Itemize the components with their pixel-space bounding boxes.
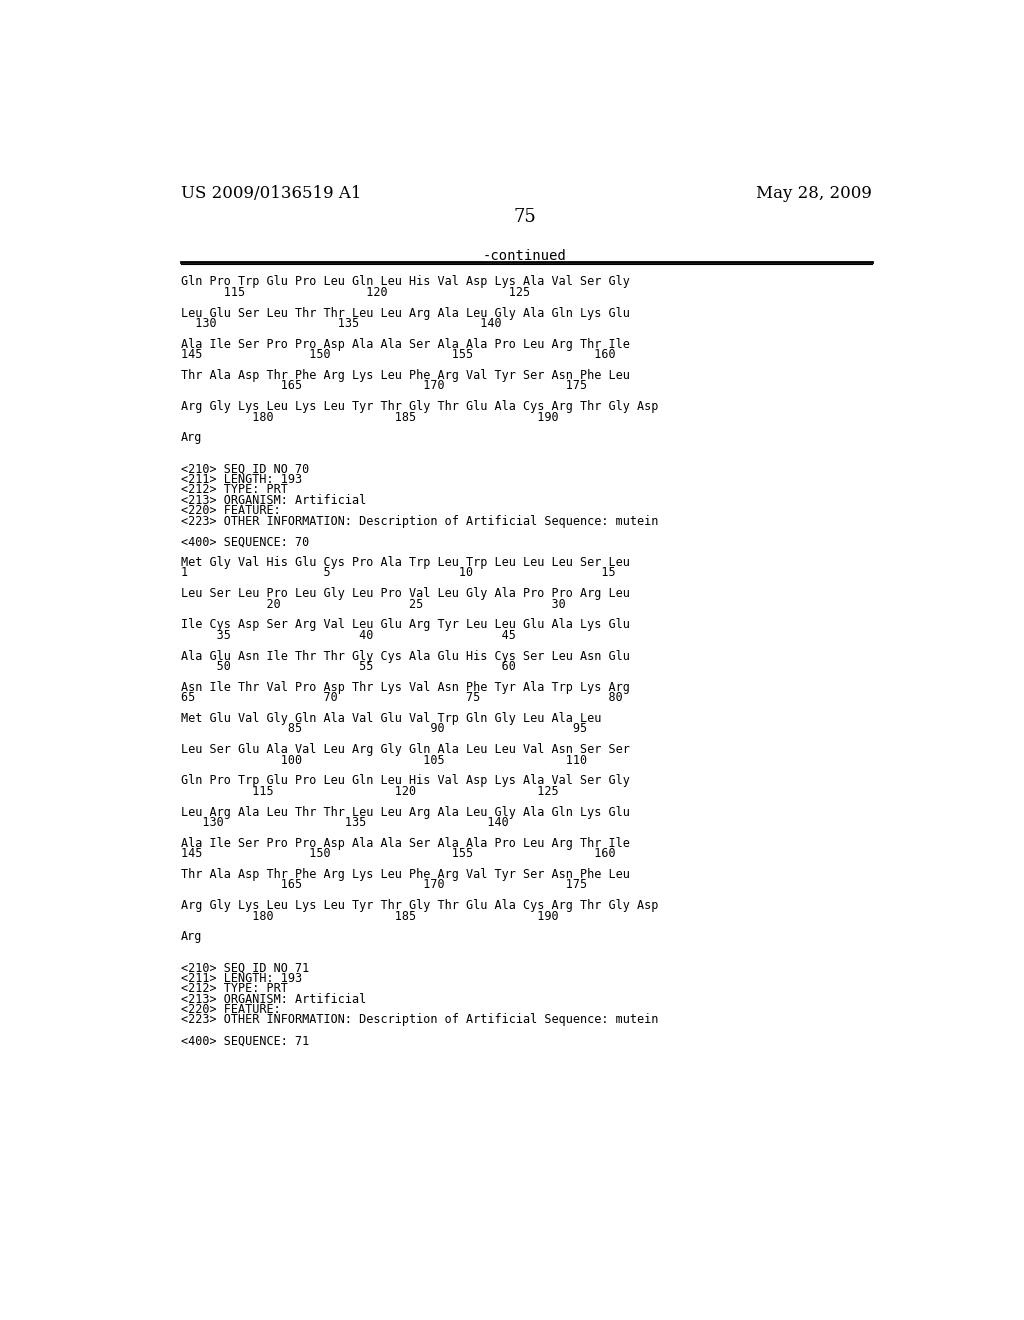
Text: 130                 135                 140: 130 135 140 [180,317,502,330]
Text: Thr Ala Asp Thr Phe Arg Lys Leu Phe Arg Val Tyr Ser Asn Phe Leu: Thr Ala Asp Thr Phe Arg Lys Leu Phe Arg … [180,869,630,880]
Text: May 28, 2009: May 28, 2009 [756,185,872,202]
Text: 115                 120                 125: 115 120 125 [180,785,558,797]
Text: Asn Ile Thr Val Pro Asp Thr Lys Val Asn Phe Tyr Ala Trp Lys Arg: Asn Ile Thr Val Pro Asp Thr Lys Val Asn … [180,681,630,694]
Text: 180                 185                 190: 180 185 190 [180,909,558,923]
Text: 75: 75 [513,209,537,227]
Text: 180                 185                 190: 180 185 190 [180,411,558,424]
Text: Leu Arg Ala Leu Thr Thr Leu Leu Arg Ala Leu Gly Ala Gln Lys Glu: Leu Arg Ala Leu Thr Thr Leu Leu Arg Ala … [180,805,630,818]
Text: Ala Ile Ser Pro Pro Asp Ala Ala Ser Ala Ala Pro Leu Arg Thr Ile: Ala Ile Ser Pro Pro Asp Ala Ala Ser Ala … [180,338,630,351]
Text: <223> OTHER INFORMATION: Description of Artificial Sequence: mutein: <223> OTHER INFORMATION: Description of … [180,515,658,528]
Text: Ala Ile Ser Pro Pro Asp Ala Ala Ser Ala Ala Pro Leu Arg Thr Ile: Ala Ile Ser Pro Pro Asp Ala Ala Ser Ala … [180,837,630,850]
Text: <400> SEQUENCE: 70: <400> SEQUENCE: 70 [180,536,309,548]
Text: <213> ORGANISM: Artificial: <213> ORGANISM: Artificial [180,993,366,1006]
Text: Gln Pro Trp Glu Pro Leu Gln Leu His Val Asp Lys Ala Val Ser Gly: Gln Pro Trp Glu Pro Leu Gln Leu His Val … [180,276,630,289]
Text: Ala Glu Asn Ile Thr Thr Gly Cys Ala Glu His Cys Ser Leu Asn Glu: Ala Glu Asn Ile Thr Thr Gly Cys Ala Glu … [180,649,630,663]
Text: 65                  70                  75                  80: 65 70 75 80 [180,692,623,705]
Text: Arg: Arg [180,931,202,944]
Text: Met Gly Val His Glu Cys Pro Ala Trp Leu Trp Leu Leu Leu Ser Leu: Met Gly Val His Glu Cys Pro Ala Trp Leu … [180,556,630,569]
Text: <210> SEQ ID NO 70: <210> SEQ ID NO 70 [180,462,309,475]
Text: 35                  40                  45: 35 40 45 [180,628,515,642]
Text: 100                 105                 110: 100 105 110 [180,754,587,767]
Text: <220> FEATURE:: <220> FEATURE: [180,1003,281,1016]
Text: 115                 120                 125: 115 120 125 [180,286,529,298]
Text: <212> TYPE: PRT: <212> TYPE: PRT [180,483,288,496]
Text: Met Glu Val Gly Gln Ala Val Glu Val Trp Gln Gly Leu Ala Leu: Met Glu Val Gly Gln Ala Val Glu Val Trp … [180,711,601,725]
Text: <400> SEQUENCE: 71: <400> SEQUENCE: 71 [180,1035,309,1047]
Text: <211> LENGTH: 193: <211> LENGTH: 193 [180,972,302,985]
Text: <210> SEQ ID NO 71: <210> SEQ ID NO 71 [180,961,309,974]
Text: Ile Cys Asp Ser Arg Val Leu Glu Arg Tyr Leu Leu Glu Ala Lys Glu: Ile Cys Asp Ser Arg Val Leu Glu Arg Tyr … [180,619,630,631]
Text: -continued: -continued [483,249,566,263]
Text: Thr Ala Asp Thr Phe Arg Lys Leu Phe Arg Val Tyr Ser Asn Phe Leu: Thr Ala Asp Thr Phe Arg Lys Leu Phe Arg … [180,370,630,381]
Text: Gln Pro Trp Glu Pro Leu Gln Leu His Val Asp Lys Ala Val Ser Gly: Gln Pro Trp Glu Pro Leu Gln Leu His Val … [180,775,630,788]
Text: Leu Glu Ser Leu Thr Thr Leu Leu Arg Ala Leu Gly Ala Gln Lys Glu: Leu Glu Ser Leu Thr Thr Leu Leu Arg Ala … [180,306,630,319]
Text: <223> OTHER INFORMATION: Description of Artificial Sequence: mutein: <223> OTHER INFORMATION: Description of … [180,1014,658,1027]
Text: 20                  25                  30: 20 25 30 [180,598,565,611]
Text: 130                 135                 140: 130 135 140 [180,816,509,829]
Text: Arg: Arg [180,432,202,445]
Text: Leu Ser Glu Ala Val Leu Arg Gly Gln Ala Leu Leu Val Asn Ser Ser: Leu Ser Glu Ala Val Leu Arg Gly Gln Ala … [180,743,630,756]
Text: <220> FEATURE:: <220> FEATURE: [180,504,281,517]
Text: <212> TYPE: PRT: <212> TYPE: PRT [180,982,288,995]
Text: Leu Ser Leu Pro Leu Gly Leu Pro Val Leu Gly Ala Pro Pro Arg Leu: Leu Ser Leu Pro Leu Gly Leu Pro Val Leu … [180,587,630,601]
Text: 85                  90                  95: 85 90 95 [180,722,587,735]
Text: Arg Gly Lys Leu Lys Leu Tyr Thr Gly Thr Glu Ala Cys Arg Thr Gly Asp: Arg Gly Lys Leu Lys Leu Tyr Thr Gly Thr … [180,899,658,912]
Text: US 2009/0136519 A1: US 2009/0136519 A1 [180,185,361,202]
Text: 50                  55                  60: 50 55 60 [180,660,515,673]
Text: <213> ORGANISM: Artificial: <213> ORGANISM: Artificial [180,494,366,507]
Text: 145               150                 155                 160: 145 150 155 160 [180,348,615,362]
Text: Arg Gly Lys Leu Lys Leu Tyr Thr Gly Thr Glu Ala Cys Arg Thr Gly Asp: Arg Gly Lys Leu Lys Leu Tyr Thr Gly Thr … [180,400,658,413]
Text: 1                   5                  10                  15: 1 5 10 15 [180,566,615,579]
Text: <211> LENGTH: 193: <211> LENGTH: 193 [180,473,302,486]
Text: 165                 170                 175: 165 170 175 [180,379,587,392]
Text: 165                 170                 175: 165 170 175 [180,878,587,891]
Text: 145               150                 155                 160: 145 150 155 160 [180,847,615,861]
